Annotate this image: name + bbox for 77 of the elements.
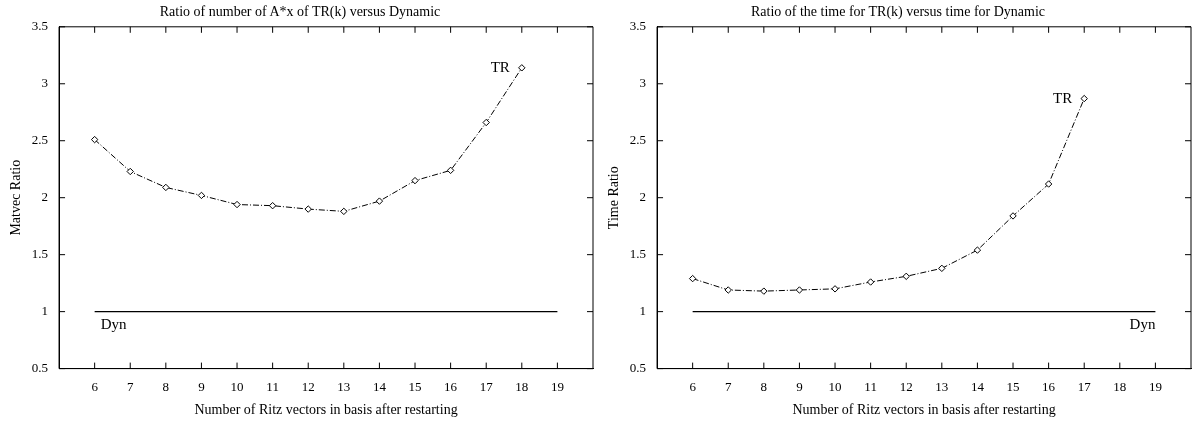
point: [831, 285, 839, 293]
y-tick-label: 3: [639, 75, 647, 91]
x-tick-label: 18: [1113, 378, 1127, 394]
y-tick-label: 1.5: [629, 246, 647, 262]
point: [304, 205, 312, 213]
point: [760, 287, 768, 295]
y-tick-label: 2.5: [629, 132, 647, 148]
x-tick-label: 7: [126, 378, 134, 394]
point: [197, 191, 206, 200]
x-tick-label: 17: [479, 378, 494, 394]
point: [268, 201, 277, 210]
x-tick-label: 12: [899, 378, 913, 394]
x-tick-label: 9: [198, 378, 205, 394]
point: [446, 166, 455, 175]
x-tick-label: 16: [1042, 378, 1056, 394]
point: [233, 200, 241, 209]
series-label: Dyn: [100, 316, 127, 333]
x-tick-label: 11: [864, 378, 877, 394]
point: [938, 264, 946, 273]
point: [126, 167, 134, 176]
point: [795, 286, 804, 294]
point: [688, 274, 697, 283]
point: [724, 286, 732, 294]
x-tick-label: 14: [372, 378, 387, 394]
point: [1044, 180, 1053, 188]
y-tick-label: 1.5: [31, 246, 49, 262]
series-label: TR: [1053, 89, 1073, 106]
point: [162, 183, 170, 192]
point: [375, 197, 384, 205]
series-label: TR: [490, 58, 510, 75]
point: [866, 278, 875, 286]
y-axis-title: Matvec Ratio: [8, 159, 24, 236]
y-tick-label: 3.5: [629, 18, 647, 34]
y-tick-label: 3.5: [31, 18, 49, 34]
x-tick-label: 11: [266, 378, 279, 394]
x-tick-label: 19: [1148, 378, 1162, 394]
x-tick-label: 9: [796, 378, 803, 394]
point: [973, 246, 982, 254]
x-tick-label: 17: [1077, 378, 1092, 394]
x-tick-label: 8: [162, 378, 170, 394]
y-tick-label: 3: [41, 75, 49, 91]
x-axis-title: Number of Ritz vectors in basis after restarting: [792, 402, 1056, 418]
point: [411, 176, 419, 185]
y-tick-label: 0.5: [629, 360, 647, 376]
point: [340, 207, 348, 216]
x-tick-label: 6: [689, 378, 697, 394]
x-tick-label: 8: [760, 378, 768, 394]
y-tick-label: 1: [41, 303, 49, 319]
y-tick-label: 2: [41, 189, 49, 205]
chart-title: Ratio of number of A*x of TR(k) versus Dynamic: [159, 4, 441, 21]
point: [1080, 94, 1088, 103]
chart-title: Ratio of the time for TR(k) versus time for Dynamic: [750, 4, 1046, 21]
x-tick-label: 10: [230, 378, 244, 394]
x-tick-label: 15: [1006, 378, 1020, 394]
point: [1009, 212, 1017, 220]
x-axis-title: Number of Ritz vectors in basis after restarting: [194, 402, 458, 418]
point: [902, 272, 910, 281]
point: [90, 135, 99, 144]
x-tick-label: 6: [91, 378, 99, 394]
x-tick-label: 10: [828, 378, 842, 394]
y-tick-label: 1: [639, 303, 647, 319]
y-axis-title: Time Ratio: [606, 166, 622, 230]
x-tick-label: 13: [337, 378, 351, 394]
y-tick-label: 0.5: [31, 360, 49, 376]
point: [518, 64, 526, 72]
x-tick-label: 7: [724, 378, 732, 394]
x-tick-label: 13: [935, 378, 949, 394]
x-tick-label: 12: [301, 378, 315, 394]
x-tick-label: 19: [550, 378, 564, 394]
x-tick-label: 18: [515, 378, 529, 394]
x-tick-label: 16: [444, 378, 458, 394]
y-tick-label: 2.5: [31, 132, 49, 148]
point: [482, 118, 490, 127]
y-tick-label: 2: [639, 189, 647, 205]
x-tick-label: 15: [408, 378, 422, 394]
series-label: Dyn: [1129, 316, 1156, 333]
x-tick-label: 14: [970, 378, 985, 394]
